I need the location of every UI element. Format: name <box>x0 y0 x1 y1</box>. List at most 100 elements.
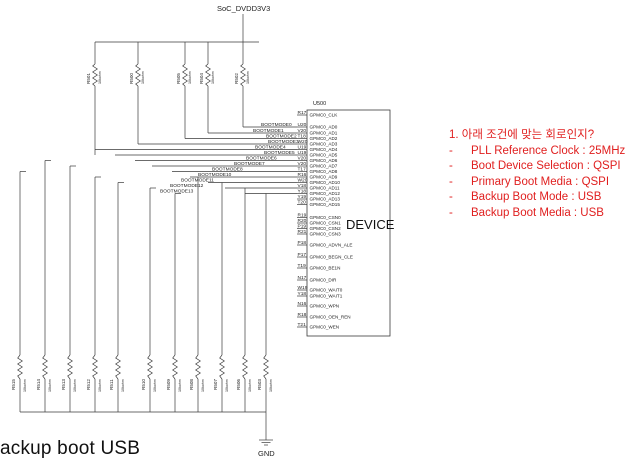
bootmode-label: BOOTMODE11 <box>181 178 214 184</box>
pin-name: GPMC0_WAIT1 <box>310 294 343 299</box>
pin-number: R19 <box>298 213 307 219</box>
pin-name: GPMC0_CSN0 <box>310 215 342 220</box>
pin-number: R16 <box>298 172 307 178</box>
pin-number: R17 <box>298 110 307 116</box>
pin-number: V20 <box>298 128 307 134</box>
pin-name: GPMC0_OEN_REN <box>310 315 351 320</box>
pulldown-value: 10kohm <box>225 379 229 392</box>
pulldown-ref: R513 <box>61 379 66 390</box>
pin-name: GPMC0_CSN3 <box>310 232 342 237</box>
bottom-caption: ackup boot USB <box>0 438 141 459</box>
pin-number: U19 <box>298 145 307 151</box>
pulldown-ref: R507 <box>213 379 218 390</box>
pin-name: GPMC0_CSN2 <box>310 226 342 231</box>
pulldown-resistor-symbol <box>115 354 121 380</box>
bootmode-label: BOOTMODE7 <box>234 161 265 167</box>
pin-name: GPMC0_AD13 <box>310 197 341 202</box>
pulldown-value: 10kohm <box>248 379 252 392</box>
pullup-value: 10kohm <box>141 71 145 84</box>
pin-name: GPMC0_AD0 <box>310 125 338 130</box>
pullup-ref: R504 <box>199 73 204 84</box>
pin-name: GPMC0_BE1N <box>310 266 341 271</box>
bootmode-label: BOOTMODE6 <box>246 156 277 162</box>
pullup-ref: R501 <box>86 73 91 84</box>
pulldown-ref: R506 <box>236 379 241 390</box>
bootmode-label: BOOTMODE3 <box>268 139 299 145</box>
device-name: DEVICE <box>346 217 395 232</box>
pulldown-ref: R511 <box>109 379 114 390</box>
pin-name: GPMC0_WPN <box>310 304 340 309</box>
pin-name: GPMC0_AD2 <box>310 136 338 141</box>
pullup-resistor-symbol <box>92 63 98 87</box>
pulldown-value: 10kohm <box>73 379 77 392</box>
pulldown-value: 10kohm <box>121 379 125 392</box>
pin-number: Y18 <box>298 291 307 297</box>
pin-number: U19 <box>298 150 307 156</box>
pin-number: T17 <box>298 167 307 173</box>
pin-number: V18 <box>298 183 307 189</box>
requirements-note: 1. 아래 조건에 맞는 회로인지? - PLL Reference Clock … <box>449 128 625 222</box>
pin-number: W20 <box>298 139 308 145</box>
pin-number: V20 <box>298 156 307 162</box>
pulldown-resistor-symbol <box>219 354 225 380</box>
pin-number: R21 <box>298 229 307 235</box>
pin-number: P19 <box>298 224 307 230</box>
bootmode-label: BOOTMODE8 <box>212 167 243 173</box>
pin-name: GPMC0_AD3 <box>310 142 338 147</box>
pullup-ref: R502 <box>234 73 239 84</box>
note-heading: 1. 아래 조건에 맞는 회로인지? <box>449 129 595 141</box>
pin-name: GPMC0_WEN <box>310 325 340 330</box>
pulldown-resistor-symbol <box>172 354 178 380</box>
schematic-wires <box>17 14 307 446</box>
pin-number: T18 <box>298 134 307 140</box>
pulldown-resistor-symbol <box>42 354 48 380</box>
device-body <box>306 109 391 337</box>
bootmode-label: BOOTMODE0 <box>261 122 292 128</box>
pulldown-resistor-symbol <box>17 354 23 380</box>
pin-number: T19 <box>298 263 307 269</box>
pulldown-ref: R509 <box>166 379 171 390</box>
pin-name: GPMC0_AD9 <box>310 175 338 180</box>
pulldown-ref: R508 <box>189 379 194 390</box>
pin-number: T21 <box>298 322 307 328</box>
bootmode-label: BOOTMODE1 <box>253 128 284 134</box>
pulldown-resistor-symbol <box>67 354 73 380</box>
pulldown-resistor-symbol <box>242 354 248 380</box>
pin-name: GPMC0_AD4 <box>310 147 338 152</box>
pulldown-ref: R503 <box>257 379 262 390</box>
pin-name: GPMC0_AD1 <box>310 131 338 136</box>
pin-number: P17 <box>298 252 307 258</box>
pin-name: GPMC0_AD6 <box>310 158 338 163</box>
pulldown-resistor-symbol <box>147 354 153 380</box>
pullup-resistor-symbol <box>240 63 246 87</box>
pulldown-resistor-symbol <box>92 354 98 380</box>
pin-number: R20 <box>298 218 307 224</box>
pullup-resistor-symbol <box>135 63 141 87</box>
pin-name: GPMC0_AD10 <box>310 180 341 185</box>
pin-name: GPMC0_AD15 <box>310 202 341 207</box>
power-net-label: SoC_DVDD3V3 <box>217 4 270 13</box>
bootmode-net-labels: BOOTMODE0BOOTMODE1BOOTMODE2BOOTMODE3BOOT… <box>160 122 299 195</box>
pulldown-value: 10kohm <box>153 379 157 392</box>
note-item: - Boot Device Selection : QSPI <box>449 160 621 173</box>
pin-name: GPMC0_ADVN_ALE <box>310 243 353 248</box>
pin-name: GPMC0_CLK <box>310 113 339 118</box>
note-item: - PLL Reference Clock : 25MHz <box>449 144 626 157</box>
pulldown-value: 10kohm <box>98 379 102 392</box>
pulldown-resistor-symbol <box>263 354 269 380</box>
pulldown-resistor-symbol <box>195 354 201 380</box>
pin-name: GPMC0_AD11 <box>310 186 340 191</box>
pin-number: T20 <box>298 200 307 206</box>
pin-number: U20 <box>298 122 307 128</box>
note-item: - Backup Boot Media : USB <box>449 206 604 219</box>
bootmode-label: BOOTMODE12 <box>170 183 204 189</box>
pin-number: R18 <box>298 312 307 318</box>
bootmode-label: BOOTMODE13 <box>160 189 194 195</box>
pin-name: GPMC0_CSN1 <box>310 221 342 226</box>
pin-number: N17 <box>298 275 307 281</box>
pulldown-ref: R510 <box>141 379 146 390</box>
note-item: - Backup Boot Mode : USB <box>449 191 602 204</box>
pin-number: Y18 <box>298 189 307 195</box>
pin-name: GPMC0_AD7 <box>310 164 338 169</box>
